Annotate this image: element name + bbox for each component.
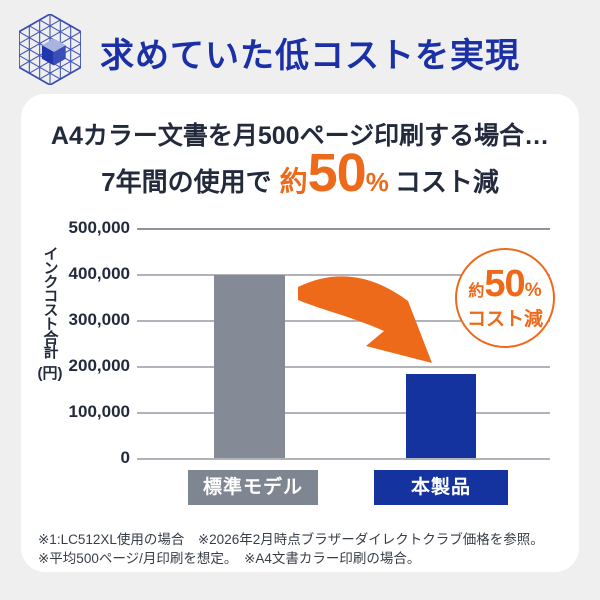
headline-suffix: コスト減 [394, 167, 499, 197]
badge-approx: 約 [468, 283, 485, 300]
cost-reduction-badge: 約 50 % コスト減 [455, 248, 555, 348]
cube-lattice-logo-icon [19, 14, 81, 85]
footnote-line-2: ※平均500ページ/月印刷を想定。 ※A4文書カラー印刷の場合。 [38, 550, 421, 566]
card-title: A4カラー文書を月500ページ印刷する場合… [50, 122, 550, 150]
headline-value: 50 [307, 143, 367, 203]
page-title: 求めていた低コストを実現 [100, 37, 520, 75]
gridline-500000 [137, 228, 550, 230]
cost-reduction-arrow-icon [298, 276, 432, 363]
headline: 7年間の使用で 約 50 % コスト減 [21, 146, 579, 208]
badge-value: 50 [484, 263, 525, 305]
bar-chart-plot-area [137, 228, 550, 460]
y-tick-300000: 300,000 [68, 310, 130, 329]
y-tick-500000: 500,000 [68, 218, 130, 237]
bar-standard-model [214, 275, 285, 458]
gridline-100000 [137, 412, 550, 414]
y-tick-0: 0 [120, 448, 130, 467]
badge-value-line: 約 50 % [468, 265, 541, 303]
y-axis-title: インクコスト合計 [41, 246, 59, 358]
category-label-this-product: 本製品 [374, 470, 508, 505]
headline-approx: 約 [279, 166, 308, 197]
badge-label: コスト減 [466, 309, 543, 330]
headline-prefix: 7年間の使用で [101, 167, 272, 197]
headline-percent-sign: % [365, 167, 389, 197]
bar-this-product [406, 374, 476, 458]
category-label-standard-model: 標準モデル※1 [188, 470, 318, 533]
gridline-0 [137, 458, 550, 460]
y-tick-200000: 200,000 [68, 356, 130, 375]
gridline-200000 [137, 366, 550, 368]
y-tick-400000: 400,000 [68, 264, 130, 283]
badge-percent-sign: % [524, 280, 542, 301]
footnotes: ※1:LC512XL使用の場合 ※2026年2月時点ブラザーダイレクトクラブ価格… [38, 531, 568, 568]
gridline-300000 [137, 320, 550, 322]
footnote-line-1: ※1:LC512XL使用の場合 ※2026年2月時点ブラザーダイレクトクラブ価格… [38, 532, 544, 547]
content-card: A4カラー文書を月500ページ印刷する場合… 7年間の使用で 約 50 % コス… [21, 94, 579, 572]
y-tick-100000: 100,000 [68, 402, 130, 421]
gridline-400000 [137, 274, 550, 276]
y-axis-unit: (円) [37, 365, 63, 382]
solid-cube [41, 38, 66, 66]
